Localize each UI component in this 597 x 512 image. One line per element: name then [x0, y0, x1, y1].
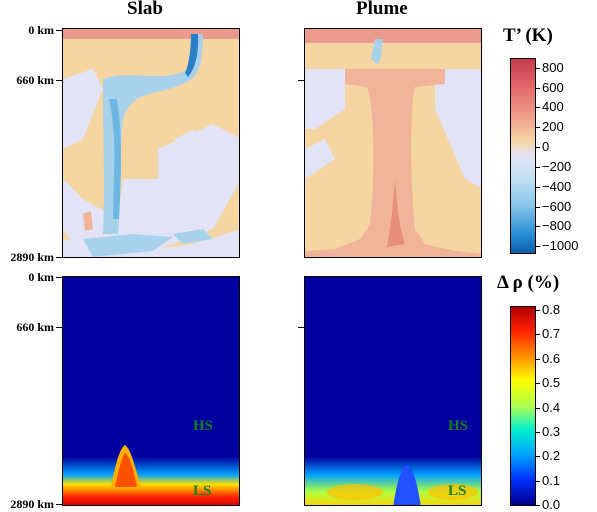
- colorbar-tick-label: −200: [542, 159, 572, 174]
- colorbar-tick-label: −600: [542, 199, 572, 214]
- plume-title: Plume: [356, 0, 408, 19]
- colorbar-tick: [536, 88, 540, 89]
- colorbar-tick: [536, 408, 540, 409]
- slab-density-field: [63, 445, 239, 505]
- colorbar-tick-label: 0.6: [542, 351, 561, 366]
- depth-label-660km-bottom: 660 km: [16, 320, 54, 334]
- colorbar-tick-label: 800: [542, 60, 564, 75]
- depth-label-660km-top: 660 km: [16, 73, 54, 87]
- colorbar-tick-label: 0.0: [542, 497, 561, 512]
- colorbar-tick: [536, 334, 540, 335]
- temperature-colorbar: [510, 58, 536, 254]
- density-colorbar-title: Δ ρ (%): [497, 272, 560, 293]
- colorbar-tick: [536, 127, 540, 128]
- colorbar-tick-label: 200: [542, 119, 564, 134]
- colorbar-tick-label: 600: [542, 80, 564, 95]
- colorbar-tick: [536, 246, 540, 247]
- colorbar-tick: [536, 187, 540, 188]
- slab-temperature-field: [63, 29, 239, 257]
- colorbar-tick-label: 0.2: [542, 448, 561, 463]
- colorbar-tick: [536, 167, 540, 168]
- depth-label-2890km-bottom: 2890 km: [10, 497, 54, 511]
- colorbar-tick-label: −400: [542, 179, 572, 194]
- plume-temperature-panel: [304, 28, 482, 258]
- density-colorbar: [510, 306, 536, 506]
- depth-label-2890km-top: 2890 km: [10, 250, 54, 264]
- colorbar-tick: [536, 505, 540, 506]
- slab-density-panel: [62, 276, 240, 506]
- tick: [298, 327, 304, 328]
- colorbar-tick: [536, 68, 540, 69]
- colorbar-tick-label: 0.1: [542, 473, 561, 488]
- colorbar-tick: [536, 207, 540, 208]
- colorbar-tick-label: 400: [542, 99, 564, 114]
- temperature-colorbar-title: T’ (K): [503, 25, 553, 46]
- colorbar-tick-label: 0.4: [542, 400, 561, 415]
- slab-hs-label: HS: [193, 418, 214, 434]
- colorbar-tick: [536, 107, 540, 108]
- colorbar-tick: [536, 359, 540, 360]
- tick: [298, 80, 304, 81]
- tick: [56, 504, 62, 505]
- plume-temperature-field: [305, 29, 481, 257]
- colorbar-tick: [536, 456, 540, 457]
- colorbar-tick: [536, 310, 540, 311]
- tick: [56, 257, 62, 258]
- tick: [56, 327, 62, 328]
- colorbar-tick-label: 0.3: [542, 424, 561, 439]
- colorbar-tick-label: 0.8: [542, 302, 561, 317]
- colorbar-tick: [536, 432, 540, 433]
- colorbar-tick-label: 0.7: [542, 326, 561, 341]
- colorbar-tick-label: −800: [542, 218, 572, 233]
- colorbar-tick-label: 0.5: [542, 375, 561, 390]
- colorbar-tick: [536, 147, 540, 148]
- slab-temperature-panel: [62, 28, 240, 258]
- colorbar-tick-label: 0: [542, 139, 550, 154]
- tick: [56, 277, 62, 278]
- depth-label-0km-top: 0 km: [28, 23, 54, 37]
- colorbar-tick-label: −1000: [542, 238, 579, 253]
- colorbar-tick: [536, 481, 540, 482]
- colorbar-tick: [536, 383, 540, 384]
- tick: [56, 80, 62, 81]
- plume-density-panel: [304, 276, 482, 506]
- colorbar-tick: [536, 226, 540, 227]
- tick: [56, 30, 62, 31]
- plume-ls-label: LS: [448, 483, 467, 499]
- slab-ls-label: LS: [193, 483, 212, 499]
- depth-label-0km-bottom: 0 km: [28, 270, 54, 284]
- plume-hs-label: HS: [448, 418, 469, 434]
- plume-density-field: [305, 457, 481, 505]
- slab-title: Slab: [127, 0, 163, 19]
